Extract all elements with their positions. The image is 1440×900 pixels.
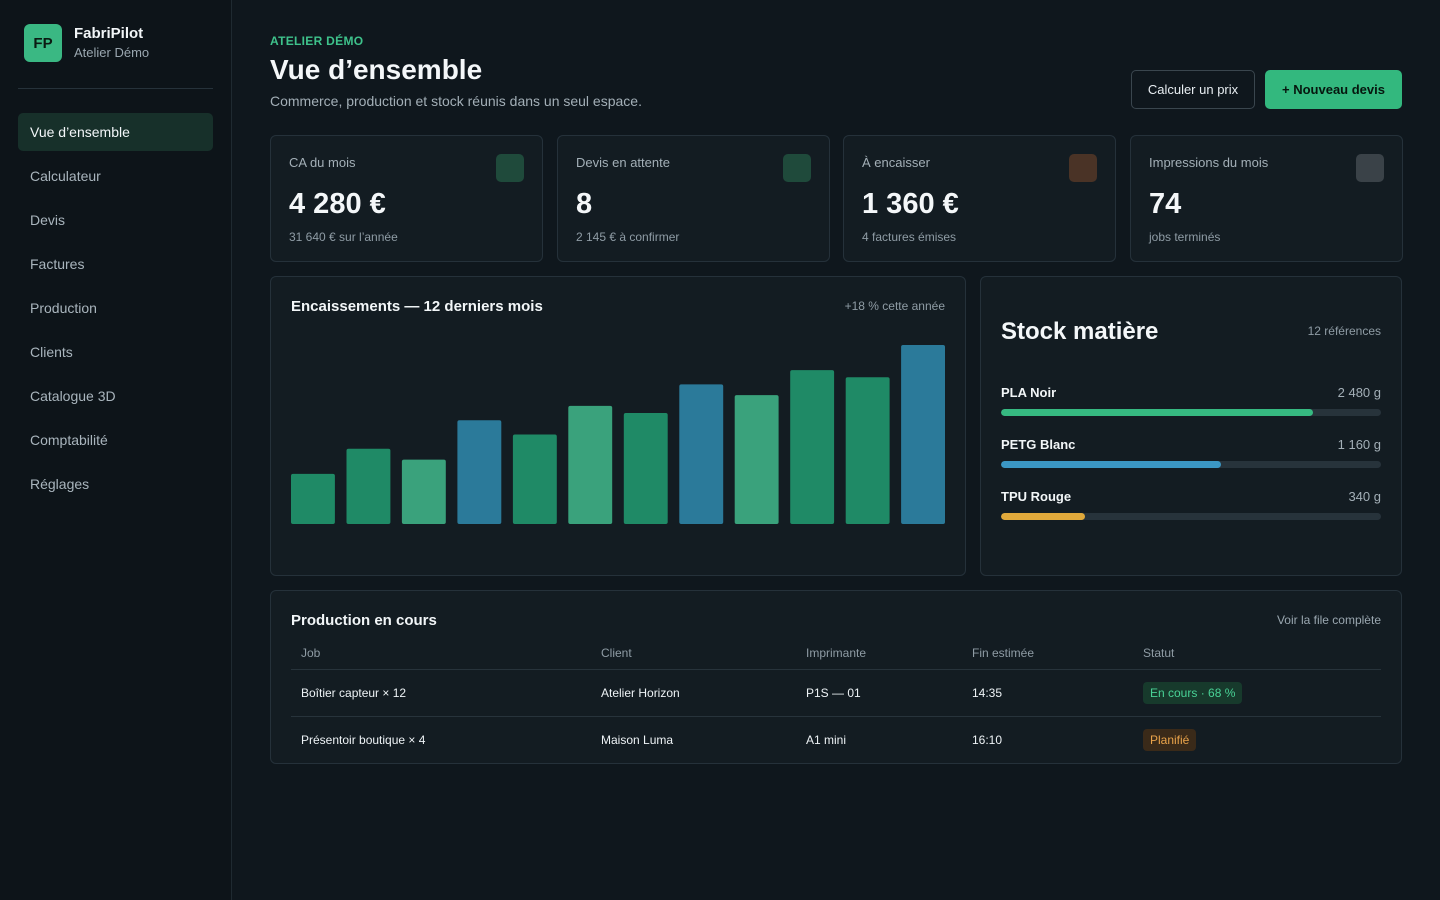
job-cell: Présentoir boutique × 4	[301, 732, 426, 747]
revenue-chart-panel: Encaissements — 12 derniers mois +18 % c…	[270, 276, 966, 576]
client-cell: Atelier Horizon	[591, 669, 796, 717]
production-table: Job Client Imprimante Fin estimée Statut…	[291, 637, 1381, 763]
column-header-status[interactable]: Statut	[1133, 637, 1381, 670]
new-quote-button[interactable]: + Nouveau devis	[1265, 70, 1402, 109]
stock-level-track	[1001, 513, 1381, 520]
column-header-printer[interactable]: Imprimante	[796, 637, 962, 670]
chart-bar[interactable]	[346, 448, 391, 524]
kpi-card-receivables[interactable]: À encaisser 1 360 € 4 factures émises	[843, 135, 1116, 262]
table-row[interactable]: Présentoir boutique × 4 Maison Luma A1 m…	[291, 716, 1381, 763]
stock-title: Stock matière	[1001, 318, 1159, 345]
kpi-sub: 31 640 € sur l’année	[289, 230, 398, 244]
sidebar-item-catalog[interactable]: Catalogue 3D	[30, 388, 116, 404]
eta-cell: 14:35	[962, 669, 1133, 717]
stock-name: PETG Blanc	[1001, 437, 1076, 452]
page-title: Vue d’ensemble	[270, 54, 483, 85]
revenue-bar-chart	[291, 345, 945, 525]
app-name: FabriPilot	[74, 24, 144, 42]
quotes-icon	[783, 154, 811, 182]
stock-qty: 1 160 g	[1337, 437, 1381, 452]
chart-bar[interactable]	[457, 420, 502, 524]
stock-name: TPU Rouge	[1001, 489, 1072, 504]
sidebar-item-calculator[interactable]: Calculateur	[30, 168, 101, 184]
stock-qty: 340 g	[1348, 489, 1381, 504]
revenue-icon	[496, 154, 524, 182]
sidebar-item-production[interactable]: Production	[30, 300, 97, 316]
chart-bar[interactable]	[901, 345, 945, 524]
sidebar-nav: Vue d’ensemble Calculateur Devis Facture…	[18, 113, 213, 509]
column-header-eta[interactable]: Fin estimée	[962, 637, 1133, 670]
status-badge: Planifié	[1143, 728, 1197, 751]
kpi-label: À encaisser	[862, 155, 930, 170]
chart-bar[interactable]	[845, 377, 890, 524]
status-cell: Planifié	[1133, 716, 1381, 763]
chart-note: +18 % cette année	[844, 299, 945, 313]
chart-bar[interactable]	[568, 405, 613, 524]
chart-title: Encaissements — 12 derniers mois	[291, 298, 543, 315]
table-row[interactable]: Boîtier capteur × 12 Atelier Horizon P1S…	[291, 669, 1381, 717]
stock-level-track	[1001, 409, 1381, 416]
kpi-card-pending-quotes[interactable]: Devis en attente 8 2 145 € à confirmer	[557, 135, 830, 262]
brand-logo: FP	[24, 24, 62, 62]
kpi-value: 1 360 €	[862, 188, 959, 220]
sidebar-item-clients[interactable]: Clients	[30, 344, 73, 360]
kpi-label: Devis en attente	[576, 155, 670, 170]
stock-name: PLA Noir	[1001, 385, 1057, 400]
column-header-job[interactable]: Job	[291, 637, 591, 670]
production-panel: Production en cours Voir la file complèt…	[270, 590, 1402, 764]
receivables-icon	[1069, 154, 1097, 182]
chart-bar[interactable]	[623, 413, 668, 524]
chart-bar[interactable]	[291, 473, 335, 524]
eta-cell: 16:10	[972, 732, 1003, 747]
prints-icon	[1356, 154, 1384, 182]
workspace-name: Atelier Démo	[74, 44, 150, 60]
sidebar-item-accounting[interactable]: Comptabilité	[30, 432, 108, 448]
calculate-price-button[interactable]: Calculer un prix	[1131, 70, 1255, 109]
kpi-label: CA du mois	[289, 155, 356, 170]
stock-level-bar	[1001, 513, 1085, 520]
stock-item-pla[interactable]: PLA Noir 2 480 g	[1001, 385, 1381, 417]
status-cell: En cours · 68 %	[1133, 669, 1381, 717]
stock-level-bar	[1001, 461, 1222, 468]
kpi-card-prints[interactable]: Impressions du mois 74 jobs terminés	[1130, 135, 1403, 262]
sidebar-divider	[18, 88, 213, 89]
printer-cell: P1S — 01	[796, 669, 962, 717]
production-title: Production en cours	[291, 612, 437, 629]
kpi-label: Impressions du mois	[1149, 155, 1269, 170]
stock-level-bar	[1001, 409, 1313, 416]
sidebar-item-settings[interactable]: Réglages	[30, 476, 90, 492]
kpi-value: 8	[576, 188, 593, 220]
kpi-value: 4 280 €	[289, 188, 386, 220]
page-subtitle: Commerce, production et stock réunis dan…	[270, 93, 642, 109]
stock-panel: Stock matière 12 références PLA Noir 2 4…	[980, 276, 1402, 576]
chart-bar[interactable]	[512, 434, 557, 525]
stock-item-petg[interactable]: PETG Blanc 1 160 g	[1001, 437, 1381, 469]
view-full-queue-link[interactable]: Voir la file complète	[1276, 613, 1381, 627]
stock-item-tpu[interactable]: TPU Rouge 340 g	[1001, 489, 1381, 521]
stock-level-track	[1001, 461, 1381, 468]
sidebar-item-quotes[interactable]: Devis	[30, 212, 66, 228]
stock-qty: 2 480 g	[1337, 385, 1381, 400]
chart-bar[interactable]	[734, 395, 779, 524]
status-badge: En cours · 68 %	[1143, 681, 1243, 704]
sidebar-item-invoices[interactable]: Factures	[30, 256, 85, 272]
printer-cell: A1 mini	[806, 732, 847, 747]
chart-bar[interactable]	[790, 370, 835, 524]
job-cell: Boîtier capteur × 12	[291, 669, 591, 717]
kpi-sub: jobs terminés	[1149, 230, 1221, 244]
stock-count: 12 références	[1307, 324, 1381, 338]
kpi-card-revenue[interactable]: CA du mois 4 280 € 31 640 € sur l’année	[270, 135, 543, 262]
client-cell: Maison Luma	[601, 732, 674, 747]
kpi-value: 74	[1149, 188, 1182, 220]
kpi-sub: 4 factures émises	[862, 230, 957, 244]
chart-bar[interactable]	[679, 384, 724, 524]
brand[interactable]: FP FabriPilot Atelier Démo	[24, 24, 149, 62]
page-eyebrow: ATELIER DÉMO	[270, 34, 364, 48]
column-header-client[interactable]: Client	[591, 637, 796, 670]
sidebar-item-overview[interactable]: Vue d’ensemble	[18, 113, 213, 151]
kpi-sub: 2 145 € à confirmer	[576, 230, 680, 244]
sidebar: FP FabriPilot Atelier Démo Vue d’ensembl…	[0, 0, 232, 900]
chart-bar[interactable]	[401, 459, 446, 524]
table-header-row: Job Client Imprimante Fin estimée Statut	[291, 637, 1381, 670]
